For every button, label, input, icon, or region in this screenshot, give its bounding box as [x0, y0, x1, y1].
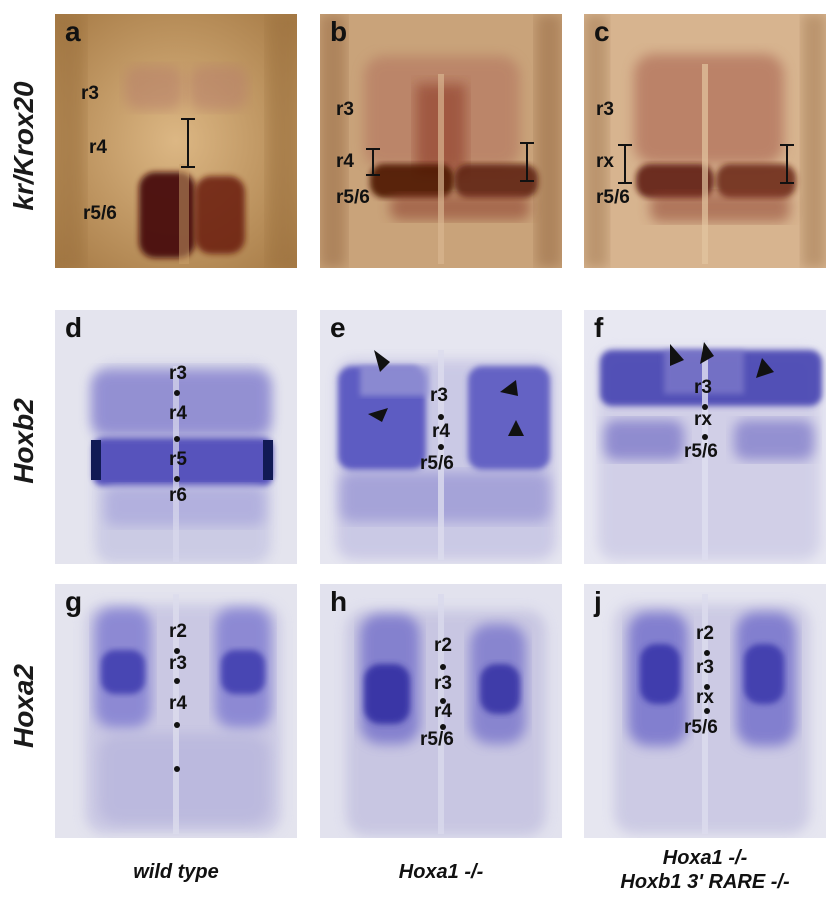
panel-b-r4-bracket-left	[366, 148, 380, 176]
panel-h-image	[320, 584, 562, 838]
panel-d-letter: d	[65, 312, 83, 343]
panel-g-dot	[174, 722, 180, 728]
panel-e-arrowheads	[368, 350, 524, 436]
row-label-hoxb2: Hoxb2	[8, 398, 39, 484]
panel-a-label-r5-6: r5/6	[83, 203, 117, 224]
panel-j-letter: j	[594, 586, 602, 617]
panel-h-label-r3: r3	[434, 673, 452, 694]
panel-h-label-r4: r4	[434, 701, 452, 722]
panel-h-dot	[440, 724, 446, 730]
column-label-hoxa1: Hoxa1 -/-	[310, 860, 572, 884]
column-label-line: Hoxa1 -/-	[662, 847, 748, 869]
panel-c-letter: c	[594, 16, 610, 47]
panel-g-label-r2: r2	[169, 621, 187, 642]
panel-j-label-r3: r3	[696, 657, 714, 678]
arrowhead-icon	[700, 342, 714, 364]
panel-a-r4-bracket	[181, 118, 195, 168]
panel-b-label-r4: r4	[336, 151, 354, 172]
panel-d-dot	[174, 476, 180, 482]
row-label-krox20: kr/Krox20	[8, 81, 39, 211]
panel-e-dot	[438, 414, 444, 420]
panel-b-label-r3: r3	[336, 99, 354, 120]
panel-j-dot	[704, 684, 710, 690]
column-label-double-mutant: Hoxa1 -/- Hoxb1 3' RARE -/-	[574, 846, 836, 894]
panel-d-label-r5: r5	[169, 449, 187, 470]
panel-a-image	[55, 14, 297, 268]
panel-g-letter: g	[65, 586, 83, 617]
arrowhead-icon	[670, 344, 684, 366]
panel-f-label-r3: r3	[694, 377, 712, 398]
panel-f-label-r5-6: r5/6	[684, 441, 718, 462]
panel-h-label-r5-6: r5/6	[420, 729, 454, 750]
panel-a-label-r4: r4	[89, 137, 107, 158]
panel-c-rx-bracket-right	[780, 144, 794, 184]
panel-j-dot	[704, 650, 710, 656]
panel-f: f r3 rx r5/6	[584, 310, 826, 564]
panel-a-letter: a	[65, 16, 81, 47]
panel-c: c r3 rx r5/6	[584, 14, 826, 268]
panel-d-dot	[174, 436, 180, 442]
panel-c-rx-bracket-left	[618, 144, 632, 184]
panel-g-dot	[174, 678, 180, 684]
panel-d-dot	[174, 390, 180, 396]
panel-d-label-r4: r4	[169, 403, 187, 424]
panel-g-label-r4: r4	[169, 693, 187, 714]
panel-h-dot	[440, 664, 446, 670]
column-label-line: wild type	[133, 861, 219, 883]
arrowhead-icon	[500, 380, 518, 396]
panel-f-arrowheads	[670, 342, 774, 378]
panel-j-label-r2: r2	[696, 623, 714, 644]
panel-j-label-r5-6: r5/6	[684, 717, 718, 738]
panel-d-label-r3: r3	[169, 363, 187, 384]
column-label-line: Hoxa1 -/-	[398, 861, 484, 883]
panel-a: a r3 r4 r5/6	[55, 14, 297, 268]
panel-e-image	[320, 310, 562, 564]
panel-h-dot	[440, 698, 446, 704]
panel-c-label-rx: rx	[596, 151, 614, 172]
panel-f-label-rx: rx	[694, 409, 712, 430]
panel-b-r4-bracket-right	[520, 142, 534, 182]
panel-g-label-r3: r3	[169, 653, 187, 674]
column-label-wild-type: wild type	[45, 860, 307, 884]
panel-c-image	[584, 14, 826, 268]
panel-a-label-r3: r3	[81, 83, 99, 104]
arrowhead-icon	[374, 350, 390, 372]
panel-f-dot	[702, 434, 708, 440]
panel-b-letter: b	[330, 16, 348, 47]
panel-g-image	[55, 584, 297, 838]
column-label-line: Hoxb1 3' RARE -/-	[620, 871, 790, 893]
arrowhead-icon	[368, 408, 388, 422]
panel-g-dot	[174, 648, 180, 654]
panel-f-dot	[702, 404, 708, 410]
panel-e-dot	[438, 444, 444, 450]
panel-e-label-r5-6: r5/6	[420, 453, 454, 474]
panel-c-label-r5-6: r5/6	[596, 187, 630, 208]
panel-b-image	[320, 14, 562, 268]
panel-j: j r2 r3 rx r5/6	[584, 584, 826, 838]
panel-j-label-rx: rx	[696, 687, 714, 708]
panel-d-label-r6: r6	[169, 485, 187, 506]
panel-e: e r3 r4 r5/6	[320, 310, 562, 564]
panel-e-label-r3: r3	[430, 385, 448, 406]
panel-h-label-r2: r2	[434, 635, 452, 656]
panel-h-letter: h	[330, 586, 348, 617]
arrowhead-icon	[508, 420, 524, 436]
panel-g-dot	[174, 766, 180, 772]
panel-b-label-r5-6: r5/6	[336, 187, 370, 208]
panel-e-label-r4: r4	[432, 421, 450, 442]
panel-j-dot	[704, 708, 710, 714]
panel-d: d r3 r4 r5 r6	[55, 310, 297, 564]
panel-e-letter: e	[330, 312, 346, 343]
panel-f-letter: f	[594, 312, 604, 343]
panel-h: h r2 r3 r4 r5/6	[320, 584, 562, 838]
panel-g: g r2 r3 r4	[55, 584, 297, 838]
row-label-hoxa2: Hoxa2	[8, 663, 39, 749]
panel-c-label-r3: r3	[596, 99, 614, 120]
panel-b: b r3 r4 r5/6	[320, 14, 562, 268]
arrowhead-icon	[756, 358, 774, 378]
